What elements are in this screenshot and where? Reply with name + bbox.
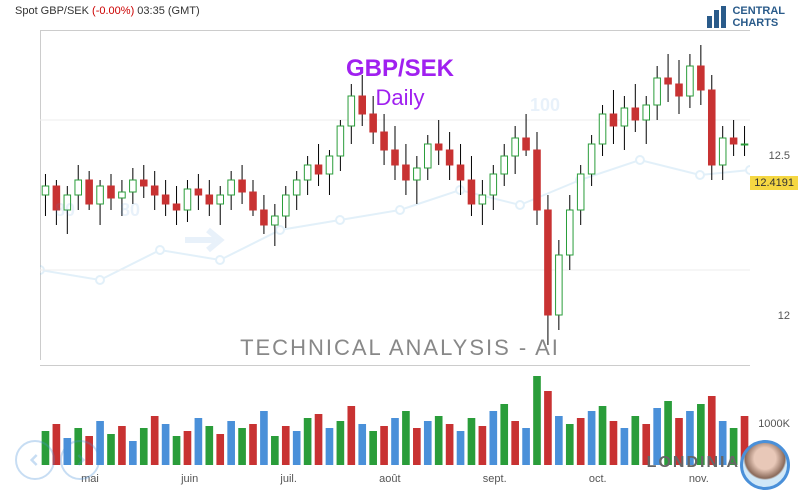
chart-title: GBP/SEK [346, 55, 454, 83]
x-tick-label: sept. [483, 473, 507, 485]
x-axis-labels: maijuinjuil.aoûtsept.oct.nov. [40, 473, 750, 485]
chart-header: Spot GBP/SEK (-0.00%) 03:35 (GMT) [15, 5, 200, 17]
instrument-name: Spot GBP/SEK [15, 5, 89, 17]
x-tick-label: juil. [280, 473, 297, 485]
x-tick-label: nov. [689, 473, 709, 485]
chart-timeframe: Daily [376, 85, 425, 111]
central-charts-logo: CENTRAL CHARTS [707, 5, 785, 29]
volume-axis-label: 1000K [758, 418, 790, 430]
nav-prev-button[interactable] [15, 440, 55, 480]
pct-change: (-0.00%) [92, 5, 134, 17]
volume-bars [40, 366, 750, 465]
x-tick-label: juin [181, 473, 198, 485]
x-tick-label: oct. [589, 473, 607, 485]
x-tick-label: août [379, 473, 400, 485]
timestamp: 03:35 (GMT) [137, 5, 199, 17]
volume-chart-area[interactable] [40, 365, 750, 465]
current-price-tag: 12.4191 [750, 176, 798, 190]
technical-analysis-label: TECHNICAL ANALYSIS - AI [240, 335, 560, 361]
avatar-icon[interactable] [740, 440, 790, 490]
brand-label: LONDINIA [647, 454, 740, 472]
y-tick-label: 12 [778, 310, 790, 322]
nav-next-button[interactable] [60, 440, 100, 480]
logo-bars-icon [707, 6, 726, 28]
y-tick-label: 12.5 [769, 150, 790, 162]
